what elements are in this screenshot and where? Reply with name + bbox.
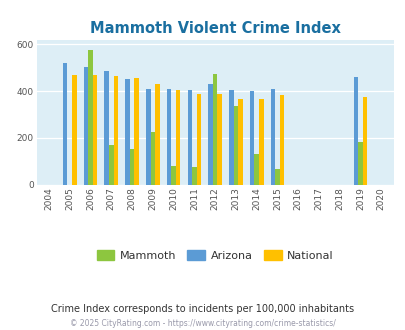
Bar bbox=[72, 75, 77, 185]
Bar bbox=[175, 90, 180, 185]
Bar bbox=[166, 89, 171, 185]
Bar bbox=[275, 169, 279, 185]
Bar bbox=[88, 50, 93, 185]
Bar bbox=[93, 75, 97, 185]
Bar bbox=[238, 99, 242, 185]
Bar bbox=[258, 99, 263, 185]
Bar bbox=[362, 97, 367, 185]
Bar bbox=[217, 94, 222, 185]
Bar bbox=[171, 166, 175, 185]
Bar bbox=[83, 67, 88, 185]
Bar bbox=[125, 79, 130, 185]
Bar bbox=[146, 89, 150, 185]
Bar bbox=[63, 63, 67, 185]
Bar bbox=[254, 154, 258, 185]
Bar bbox=[113, 76, 118, 185]
Title: Mammoth Violent Crime Index: Mammoth Violent Crime Index bbox=[90, 21, 340, 36]
Text: © 2025 CityRating.com - https://www.cityrating.com/crime-statistics/: © 2025 CityRating.com - https://www.city… bbox=[70, 319, 335, 328]
Bar bbox=[233, 106, 238, 185]
Bar bbox=[104, 71, 109, 185]
Bar bbox=[212, 74, 217, 185]
Bar bbox=[270, 89, 275, 185]
Bar bbox=[130, 148, 134, 185]
Legend: Mammoth, Arizona, National: Mammoth, Arizona, National bbox=[92, 246, 337, 265]
Bar bbox=[353, 77, 358, 185]
Bar bbox=[196, 94, 201, 185]
Bar bbox=[150, 132, 155, 185]
Text: Crime Index corresponds to incidents per 100,000 inhabitants: Crime Index corresponds to incidents per… bbox=[51, 304, 354, 314]
Bar bbox=[134, 78, 139, 185]
Bar bbox=[249, 91, 254, 185]
Bar bbox=[208, 84, 212, 185]
Bar bbox=[358, 142, 362, 185]
Bar bbox=[192, 167, 196, 185]
Bar bbox=[187, 90, 192, 185]
Bar bbox=[155, 84, 159, 185]
Bar bbox=[109, 145, 113, 185]
Bar bbox=[279, 95, 283, 185]
Bar bbox=[228, 90, 233, 185]
